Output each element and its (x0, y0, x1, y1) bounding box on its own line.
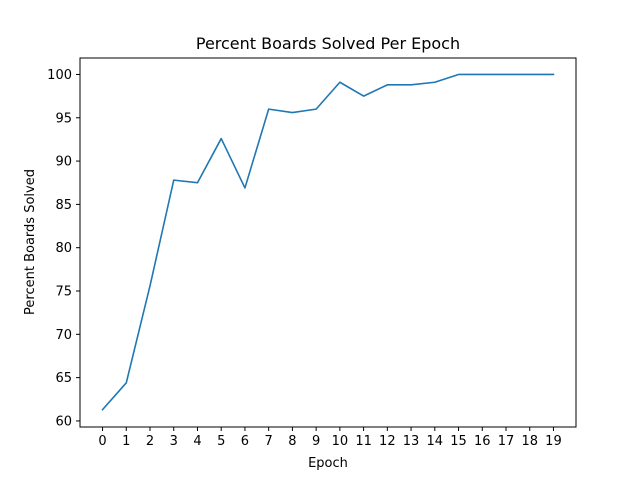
y-axis-ticks: 60 65 70 75 80 85 90 95 100 (47, 68, 80, 429)
series-layer (101, 73, 555, 411)
y-tick-label: 75 (55, 285, 72, 300)
x-axis-label: Epoch (308, 456, 348, 471)
x-tick-label: 17 (498, 434, 515, 449)
x-tick-label: 4 (193, 434, 201, 449)
x-tick-label: 13 (403, 434, 420, 449)
x-tick-label: 15 (450, 434, 467, 449)
plot-frame (79, 57, 577, 428)
x-tick-label: 3 (170, 434, 178, 449)
y-tick-label: 80 (55, 241, 72, 256)
y-tick-label: 95 (55, 111, 72, 126)
x-tick-label: 8 (288, 434, 296, 449)
x-tick-label: 16 (474, 434, 491, 449)
y-tick-label: 65 (55, 371, 72, 386)
y-tick-label: 60 (55, 414, 72, 429)
x-tick-label: 2 (146, 434, 154, 449)
x-tick-label: 0 (98, 434, 106, 449)
y-tick-label: 70 (55, 328, 72, 343)
x-tick-label: 9 (312, 434, 320, 449)
x-tick-label: 14 (427, 434, 444, 449)
y-axis-label: Percent Boards Solved (23, 169, 38, 315)
x-tick-label: 12 (379, 434, 396, 449)
chart-title: Percent Boards Solved Per Epoch (196, 34, 460, 53)
y-tick-label: 100 (47, 68, 72, 83)
x-axis-ticks: 0 1 2 3 4 5 6 7 8 9 10 11 12 13 14 15 16 17 18 19 (98, 427, 562, 449)
y-tick-label: 90 (55, 155, 72, 170)
x-tick-label: 19 (545, 434, 562, 449)
x-tick-label: 6 (241, 434, 249, 449)
x-tick-label: 18 (521, 434, 538, 449)
x-tick-label: 10 (332, 434, 349, 449)
x-tick-label: 5 (217, 434, 225, 449)
x-tick-label: 1 (122, 434, 130, 449)
x-tick-label: 7 (265, 434, 273, 449)
x-tick-label: 11 (355, 434, 372, 449)
y-tick-label: 85 (55, 198, 72, 213)
series-line (101, 73, 555, 411)
